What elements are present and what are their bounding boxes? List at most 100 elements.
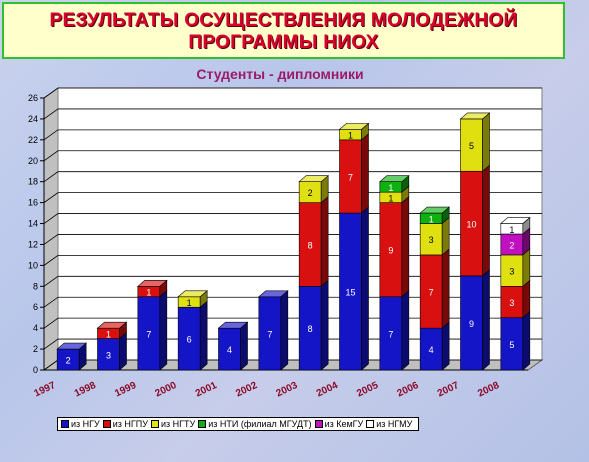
legend-swatch (61, 420, 69, 428)
legend-item: из КемГУ (314, 419, 364, 429)
data-label: 1 (106, 329, 111, 339)
bar-side (361, 133, 369, 214)
bar-top (379, 175, 410, 182)
data-label: 7 (146, 329, 151, 339)
legend-item: из НГТУ (150, 419, 196, 429)
data-label: 1 (429, 214, 434, 224)
bar-side (199, 300, 208, 371)
legend-swatch (198, 420, 207, 428)
x-tick-label: 1997 (33, 380, 58, 400)
y-tick-label: 20 (28, 156, 38, 166)
y-tick-label: 6 (33, 302, 38, 312)
legend-label: из НГТУ (160, 419, 196, 429)
bar-top (258, 290, 289, 298)
bar-side (401, 290, 410, 371)
chart-title: Студенты - дипломники (196, 66, 364, 82)
data-label: 15 (345, 288, 355, 298)
legend-label: из НТИ (филиал МГУДТ) (208, 419, 312, 429)
legend-label: из НГПУ (112, 419, 148, 429)
legend-label: из НГМУ (376, 419, 413, 429)
data-label: 3 (509, 267, 514, 277)
x-tick-label: 2000 (154, 380, 179, 400)
bar-top (217, 321, 249, 329)
bar-side (441, 216, 450, 256)
x-tick-label: 1998 (73, 380, 98, 400)
bar-side (522, 279, 531, 319)
legend-label: из КемГУ (324, 419, 364, 429)
bar-side (119, 331, 127, 371)
gridline (43, 108, 542, 120)
gridline (43, 87, 542, 99)
legend-swatch (102, 420, 111, 428)
bar-side (441, 321, 450, 371)
bar-top (177, 290, 208, 298)
bar-side (159, 290, 168, 371)
page-title-line2: ПРОГРАММЫ НИОХ (188, 32, 379, 53)
legend-swatch (314, 420, 323, 428)
data-label: 9 (469, 319, 474, 329)
y-tick-label: 12 (28, 239, 38, 249)
y-tick-label: 16 (28, 198, 38, 208)
data-label: 1 (509, 225, 514, 235)
bar-side (361, 206, 369, 371)
y-tick-label: 4 (33, 323, 38, 333)
page-title-line1: РЕЗУЛЬТАТЫ ОСУЩЕСТВЛЕНИЯ МОЛОДЕЖНОЙ (49, 10, 518, 31)
bar-side (441, 248, 450, 329)
x-tick-label: 2003 (275, 380, 300, 400)
y-tick-label: 26 (28, 93, 38, 103)
bar-side (240, 321, 248, 371)
bar-side (320, 195, 329, 287)
data-label: 2 (509, 240, 514, 250)
data-label: 1 (146, 288, 151, 298)
bar-top (56, 342, 87, 350)
legend-label: из НГУ (71, 419, 100, 429)
data-label: 1 (388, 193, 393, 203)
data-label: 3 (106, 350, 111, 360)
data-label: 3 (509, 298, 514, 308)
legend-swatch (150, 420, 159, 428)
title-banner: РЕЗУЛЬТАТЫ ОСУЩЕСТВЛЕНИЯ МОЛОДЕЖНОЙ ПРОГ… (2, 2, 565, 59)
bar-top (500, 217, 531, 224)
bar-side (482, 269, 490, 371)
data-label: 2 (66, 356, 71, 366)
data-label: 7 (429, 288, 434, 298)
bar-top (298, 175, 329, 182)
bar-top (137, 280, 168, 287)
x-tick-label: 2008 (476, 380, 501, 400)
bar-top (419, 206, 450, 214)
data-label: 8 (308, 324, 313, 334)
data-label: 10 (466, 220, 476, 230)
y-tick-label: 18 (28, 177, 38, 187)
bar-top (96, 321, 128, 329)
data-label: 1 (388, 183, 393, 193)
x-tick-label: 2007 (436, 380, 461, 400)
y-tick-label: 2 (33, 344, 38, 354)
chart-side-wall (43, 87, 59, 371)
bar-side (482, 164, 490, 277)
bar-side (482, 112, 490, 172)
x-tick-label: 2006 (396, 380, 421, 400)
data-label: 6 (187, 335, 192, 345)
data-label: 7 (388, 329, 393, 339)
data-label: 1 (348, 131, 353, 141)
y-tick-label: 22 (28, 135, 38, 145)
data-label: 7 (348, 172, 353, 182)
data-label: 7 (267, 329, 272, 339)
data-label: 3 (429, 235, 434, 245)
x-tick-label: 2002 (234, 380, 259, 400)
data-label: 9 (388, 246, 393, 256)
x-tick-label: 2001 (194, 380, 219, 400)
y-tick-label: 10 (28, 260, 38, 270)
y-tick-label: 24 (28, 114, 38, 124)
legend-item: из НГПУ (102, 419, 148, 429)
x-tick-label: 1999 (113, 380, 138, 400)
gridline (43, 150, 542, 162)
gridline (43, 171, 542, 183)
bar-side (401, 195, 410, 298)
bar-top (338, 123, 370, 130)
y-tick-label: 0 (33, 365, 38, 375)
chart-legend: из НГУ из НГПУ из НГТУ из НТИ (филиал МГУДТ… (57, 417, 420, 431)
bar-top (459, 112, 491, 120)
gridline (43, 129, 542, 141)
